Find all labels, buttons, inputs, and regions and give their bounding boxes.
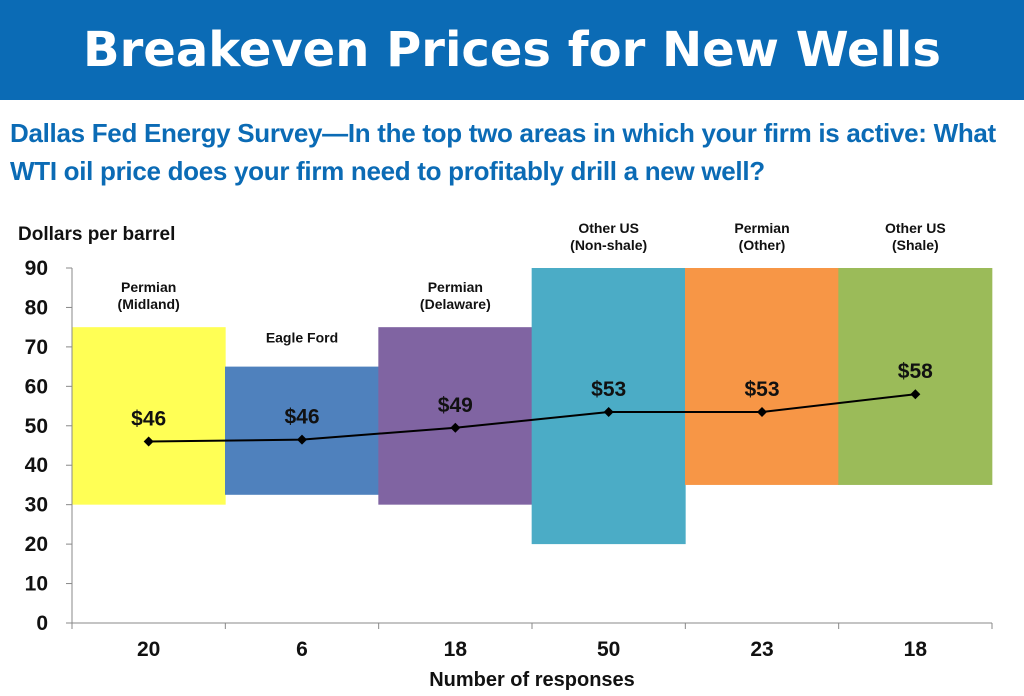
category-label: Permian — [734, 220, 789, 236]
mean-data-label: $58 — [898, 360, 933, 383]
y-tick-label: 20 — [25, 533, 48, 556]
y-tick-label: 40 — [25, 454, 48, 477]
category-label: (Midland) — [118, 296, 180, 312]
range-box — [71, 327, 226, 505]
category-label: (Shale) — [892, 237, 939, 253]
mean-marker — [450, 422, 461, 433]
x-tick-label: 23 — [750, 638, 773, 661]
x-tick-label: 20 — [137, 638, 160, 661]
y-tick-label: 90 — [25, 257, 48, 280]
mean-marker — [910, 389, 921, 400]
y-tick-label: 50 — [25, 415, 48, 438]
mean-marker — [143, 436, 154, 447]
range-box — [378, 327, 533, 505]
category-label: (Other) — [739, 237, 786, 253]
y-axis-title: Dollars per barrel — [18, 224, 175, 245]
mean-data-label: $53 — [744, 378, 779, 401]
mean-marker — [757, 406, 767, 417]
mean-data-label: $46 — [131, 408, 166, 431]
category-label: (Non-shale) — [570, 237, 647, 253]
x-axis-title: Number of responses — [429, 669, 635, 691]
x-tick-label: 6 — [296, 638, 308, 661]
y-tick-label: 60 — [25, 375, 48, 398]
category-label: Permian — [428, 279, 483, 295]
y-tick-label: 70 — [25, 336, 48, 359]
mean-data-label: $49 — [438, 394, 473, 417]
mean-line — [148, 393, 916, 443]
category-label: (Delaware) — [420, 296, 491, 312]
range-box — [685, 268, 839, 485]
mean-marker — [603, 406, 614, 417]
x-tick-label: 18 — [444, 638, 468, 661]
y-tick-label: 0 — [36, 612, 48, 635]
category-label: Other US — [578, 220, 639, 236]
category-label: Eagle Ford — [266, 330, 338, 346]
range-box — [225, 366, 379, 495]
page-title: Breakeven Prices for New Wells — [0, 0, 1024, 100]
mean-data-label: $46 — [284, 406, 319, 429]
x-tick-label: 50 — [597, 638, 620, 661]
mean-data-label: $53 — [591, 378, 626, 401]
range-box — [838, 268, 993, 485]
x-tick-label: 18 — [904, 638, 928, 661]
range-box — [531, 268, 686, 545]
y-tick-label: 30 — [25, 494, 48, 517]
mean-marker — [297, 434, 307, 445]
y-tick-label: 10 — [25, 573, 48, 596]
y-tick-label: 80 — [25, 296, 48, 319]
category-label: Other US — [885, 220, 946, 236]
chart-subtitle: Dallas Fed Energy Survey—In the top two … — [10, 118, 996, 186]
category-label: Permian — [121, 279, 176, 295]
